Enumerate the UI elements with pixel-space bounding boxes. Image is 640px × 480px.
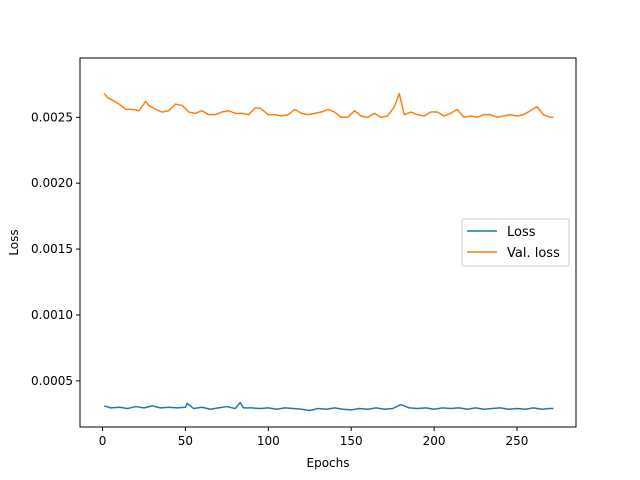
x-tick-label: 0 [99,434,107,448]
x-tick-label: 200 [423,434,446,448]
series-line-loss [103,401,554,412]
y-tick-label: 0.0005 [31,374,73,388]
y-tick-label: 0.0015 [31,242,73,256]
y-tick-label: 0.0010 [31,308,73,322]
plot-area [103,92,554,412]
legend-entry-val-loss: Val. loss [507,246,560,261]
y-axis-label: Loss [7,229,21,255]
legend-entry-loss: Loss [507,225,536,240]
series-line-val-loss [103,92,554,119]
y-tick-label: 0.0025 [31,110,73,124]
x-tick-label: 100 [257,434,280,448]
axes-frame [79,57,577,428]
y-axis: 0.0005 0.0010 0.0015 0.0020 0.0025 [31,110,80,388]
y-tick-label: 0.0020 [31,176,73,190]
legend: Loss Val. loss [461,218,570,267]
x-axis: 0 50 100 150 200 250 [99,427,529,448]
x-axis-label: Epochs [307,456,350,470]
x-tick-label: 250 [506,434,529,448]
x-tick-label: 150 [340,434,363,448]
x-tick-label: 50 [178,434,193,448]
